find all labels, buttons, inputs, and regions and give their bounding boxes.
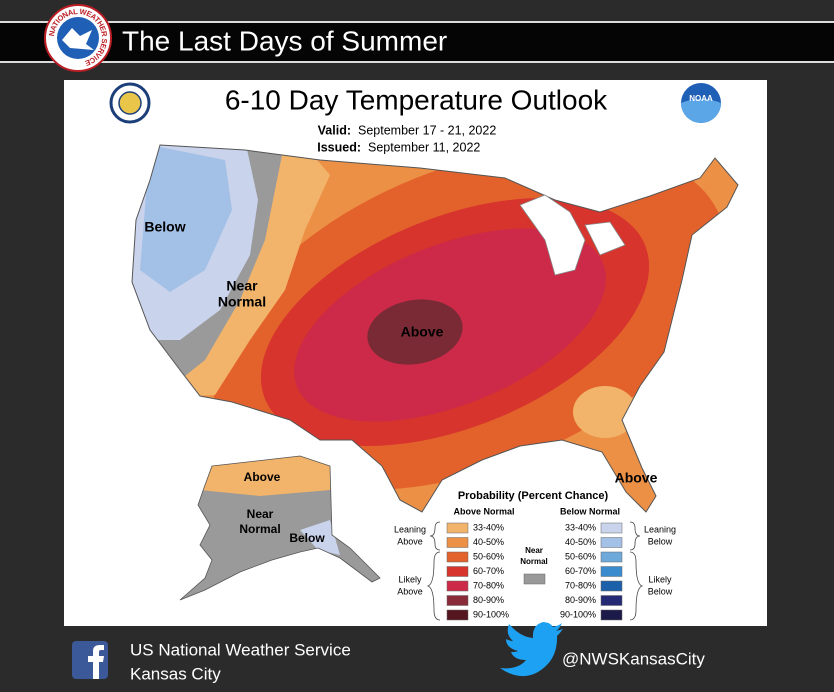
legend-bin-label: 70-80% [473,580,504,590]
legend-swatch [600,551,623,563]
legend-swatch [600,609,623,621]
legend-bin-label: 50-60% [565,551,596,561]
great-lakes [519,194,626,276]
zone-80-90 [367,299,463,365]
legend-swatch [446,595,469,606]
legend-bin-label: 90-100% [560,609,596,619]
legend-group-label: Likely [648,574,672,584]
legend-swatch [446,551,469,563]
legend-swatch [600,580,623,592]
map-title: 6-10 Day Temperature Outlook [225,84,608,115]
legend-bin-label: 33-40% [565,522,596,532]
region-label: Near [247,507,274,521]
facebook-icon [72,641,108,679]
legend-swatch [446,609,469,621]
header-bar [0,22,834,62]
legend: Probability (Percent Chance) Above Norma… [394,490,676,621]
legend-swatch [446,566,469,577]
region-label: Normal [239,522,280,536]
doc-seal [109,82,151,124]
ak-below [300,520,340,555]
logo-cloud [62,28,94,50]
footer-office: Kansas City [130,664,221,683]
seal-center [118,91,142,115]
header-title: The Last Days of Summer [122,25,447,56]
region-label: Above [615,470,658,486]
region-labels: Below Near Normal Above Above Near Norma… [144,219,657,545]
nws-logo: NATIONAL WEATHER SERVICE [44,4,112,72]
legend-swatch [600,522,623,534]
legend-group-label: Below [648,586,673,596]
legend-swatch [600,595,623,606]
footer-org: US National Weather Service [130,640,351,659]
legend-bin-label: 90-100% [473,609,509,619]
legend-bin-label: 70-80% [565,580,596,590]
legend-near-label: Near [525,546,543,555]
issued-date: September 11, 2022 [368,140,480,154]
legend-group-label: Leaning [394,524,426,534]
facebook-glyph [88,645,104,679]
legend-group-label: Below [648,536,673,546]
noaa-logo: NOAA [681,83,721,123]
legend-bin-label: 80-90% [565,595,596,605]
conus-outline [131,144,739,513]
legend-title: Probability (Percent Chance) [458,490,609,502]
region-label: Normal [218,294,266,310]
legend-bin-label: 40-50% [473,537,504,547]
legend-bin-label: 33-40% [473,522,504,532]
legend-swatch [600,537,623,548]
legend-bin-label: 60-70% [473,566,504,576]
legend-bin-label: 60-70% [565,566,596,576]
noaa-wave [681,99,721,123]
twitter-icon [500,622,563,677]
legend-swatch [446,580,469,592]
region-label: Near [226,278,258,294]
zone-below-40 [140,145,232,292]
legend-swatch [600,566,623,577]
legend-group-label: Above [397,536,423,546]
region-label: Above [401,324,444,340]
alaska-outline [179,455,381,601]
zone-se-33 [573,386,637,438]
legend-bin-label: 50-60% [473,551,504,561]
legend-swatch [446,522,469,534]
legend-group-label: Above [397,586,423,596]
issued-label: Issued: [317,140,361,154]
valid-label: Valid: [318,123,351,137]
footer-handle: @NWSKansasCity [562,649,705,668]
legend-bin-label: 40-50% [565,537,596,547]
region-label: Below [289,531,325,545]
noaa-text: NOAA [689,94,713,103]
legend-swatch [446,537,469,548]
legend-brace [426,521,644,621]
legend-above-header: Above Normal [453,506,514,516]
valid-dates: September 17 - 21, 2022 [358,123,496,137]
region-label: Below [144,219,185,235]
legend-below-header: Below Normal [560,506,620,516]
region-label: Above [244,470,281,484]
legend-near-label: Normal [520,557,548,566]
legend-group-label: Leaning [644,524,676,534]
legend-bin-label: 80-90% [473,595,504,605]
legend-group-label: Likely [398,574,422,584]
legend-swatch [523,573,546,585]
